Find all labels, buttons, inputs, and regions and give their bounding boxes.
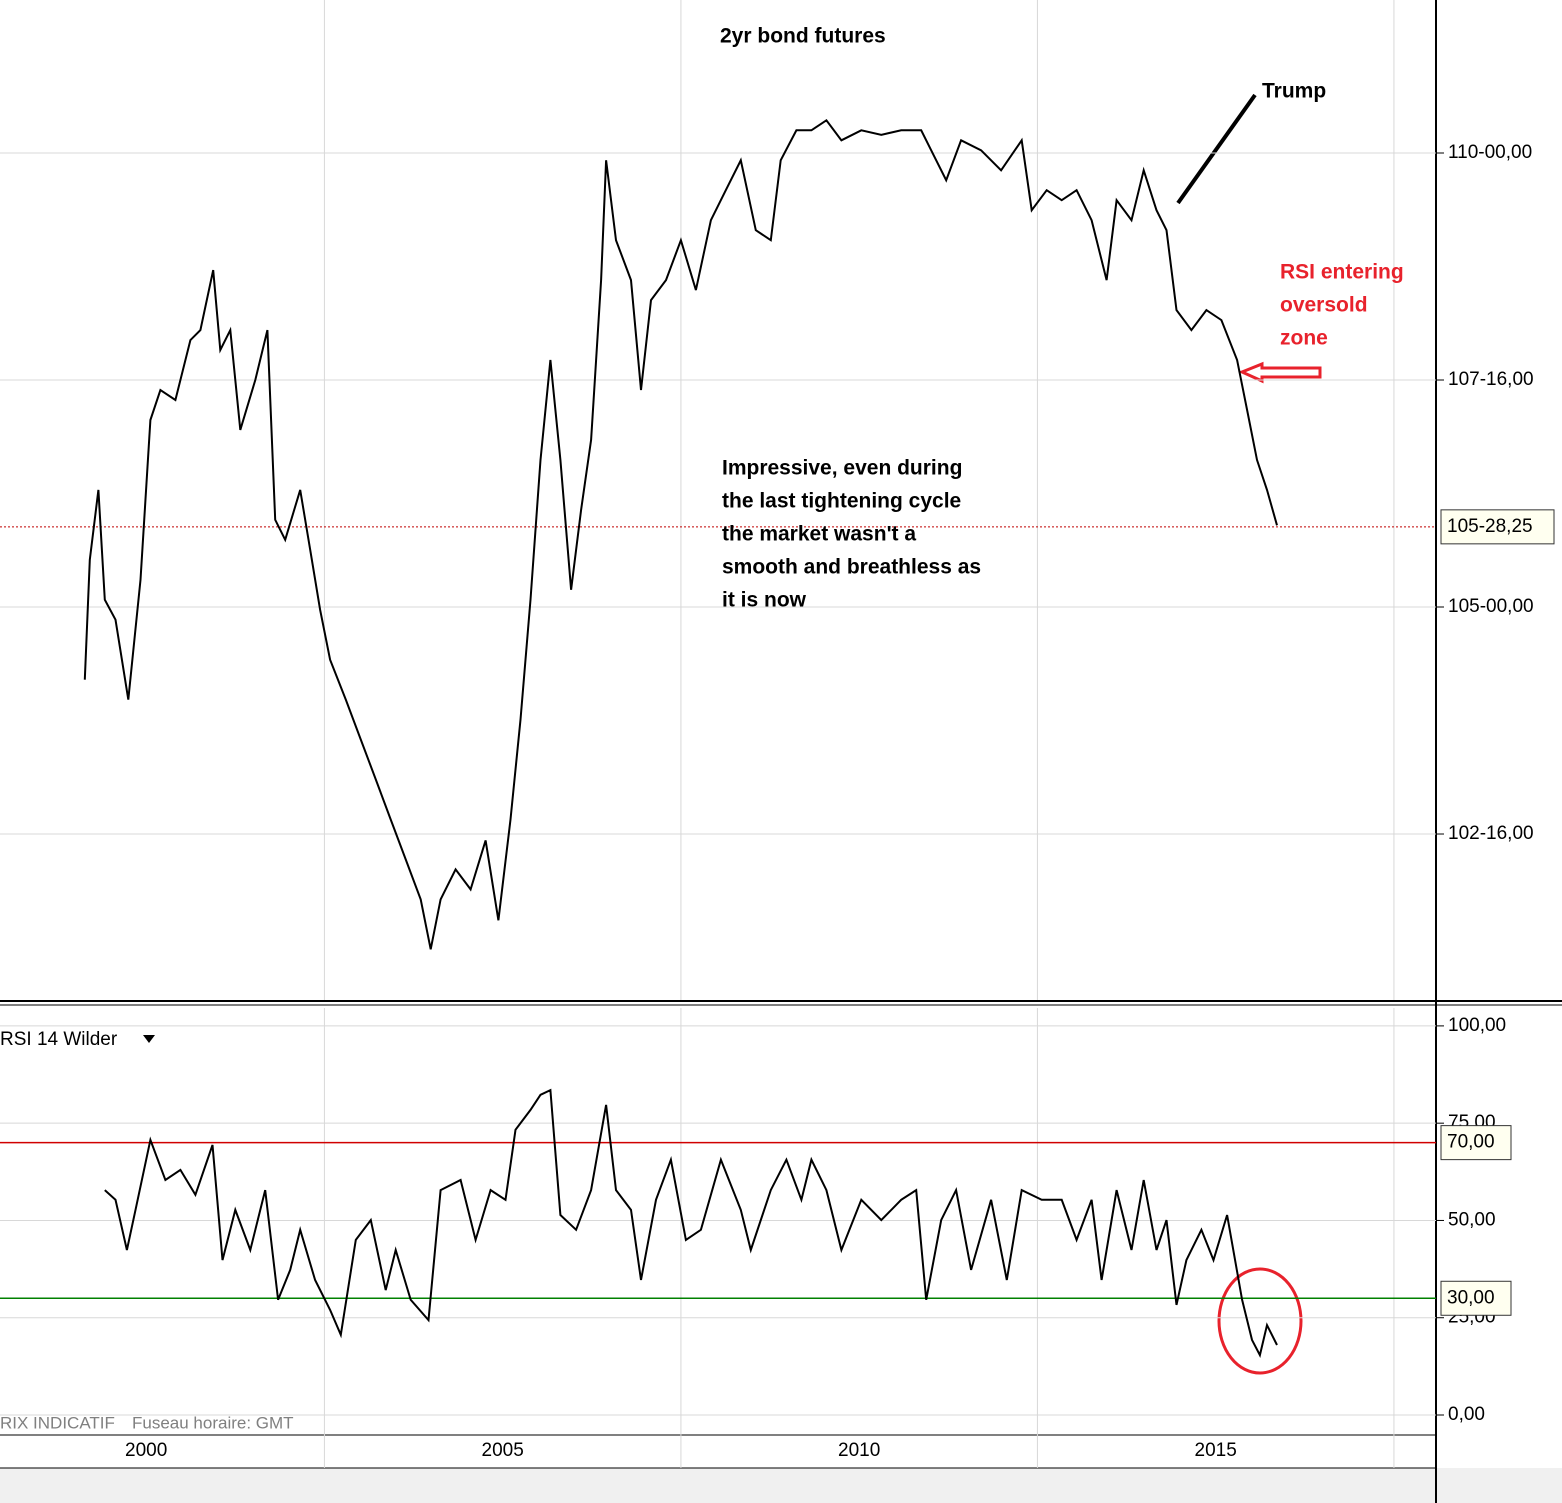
indicator-title: RSI 14 Wilder bbox=[0, 1029, 118, 1050]
level-label: 70,00 bbox=[1447, 1132, 1495, 1153]
x-tick-label: 2010 bbox=[838, 1440, 880, 1461]
y-tick-label: 110-00,00 bbox=[1448, 142, 1532, 163]
annotation: smooth and breathless as bbox=[722, 556, 981, 579]
level-label-box bbox=[1440, 1280, 1512, 1316]
annotation: zone bbox=[1280, 327, 1328, 350]
level-label-box bbox=[1440, 1125, 1512, 1161]
annotation: RSI entering bbox=[1280, 261, 1404, 284]
y-tick-label: 102-16,00 bbox=[1448, 823, 1534, 844]
annotation: the market wasn't a bbox=[722, 523, 916, 546]
price-line bbox=[83, 118, 1278, 950]
level-label: 30,00 bbox=[1447, 1287, 1495, 1308]
price-line bbox=[104, 1088, 1278, 1358]
last-price-box bbox=[1440, 509, 1555, 545]
chart-title: 2yr bond futures bbox=[720, 25, 886, 48]
annotation: oversold bbox=[1280, 294, 1368, 317]
dropdown-icon[interactable] bbox=[143, 1035, 155, 1043]
x-tick-label: 2000 bbox=[125, 1440, 167, 1461]
y-tick-label: 50,00 bbox=[1448, 1209, 1496, 1230]
y-tick-label: 105-00,00 bbox=[1448, 596, 1534, 617]
footer-note: RIX INDICATIF bbox=[0, 1413, 115, 1432]
annotation: Impressive, even during bbox=[722, 457, 962, 480]
y-tick-label: 100,00 bbox=[1448, 1015, 1506, 1036]
y-tick-label: 0,00 bbox=[1448, 1404, 1485, 1425]
annotation-circle bbox=[1217, 1267, 1303, 1375]
annotation: it is now bbox=[722, 589, 807, 612]
status-bar bbox=[0, 1468, 1562, 1503]
y-tick-label: 107-16,00 bbox=[1448, 369, 1534, 390]
annotation-pointer bbox=[1176, 93, 1257, 205]
x-tick-label: 2005 bbox=[482, 1440, 524, 1461]
last-price-label: 105-28,25 bbox=[1447, 516, 1533, 537]
footer-note: Fuseau horaire: GMT bbox=[132, 1413, 294, 1432]
x-tick-label: 2015 bbox=[1195, 1440, 1237, 1461]
annotation: Trump bbox=[1262, 80, 1326, 103]
annotation: the last tightening cycle bbox=[722, 490, 961, 513]
